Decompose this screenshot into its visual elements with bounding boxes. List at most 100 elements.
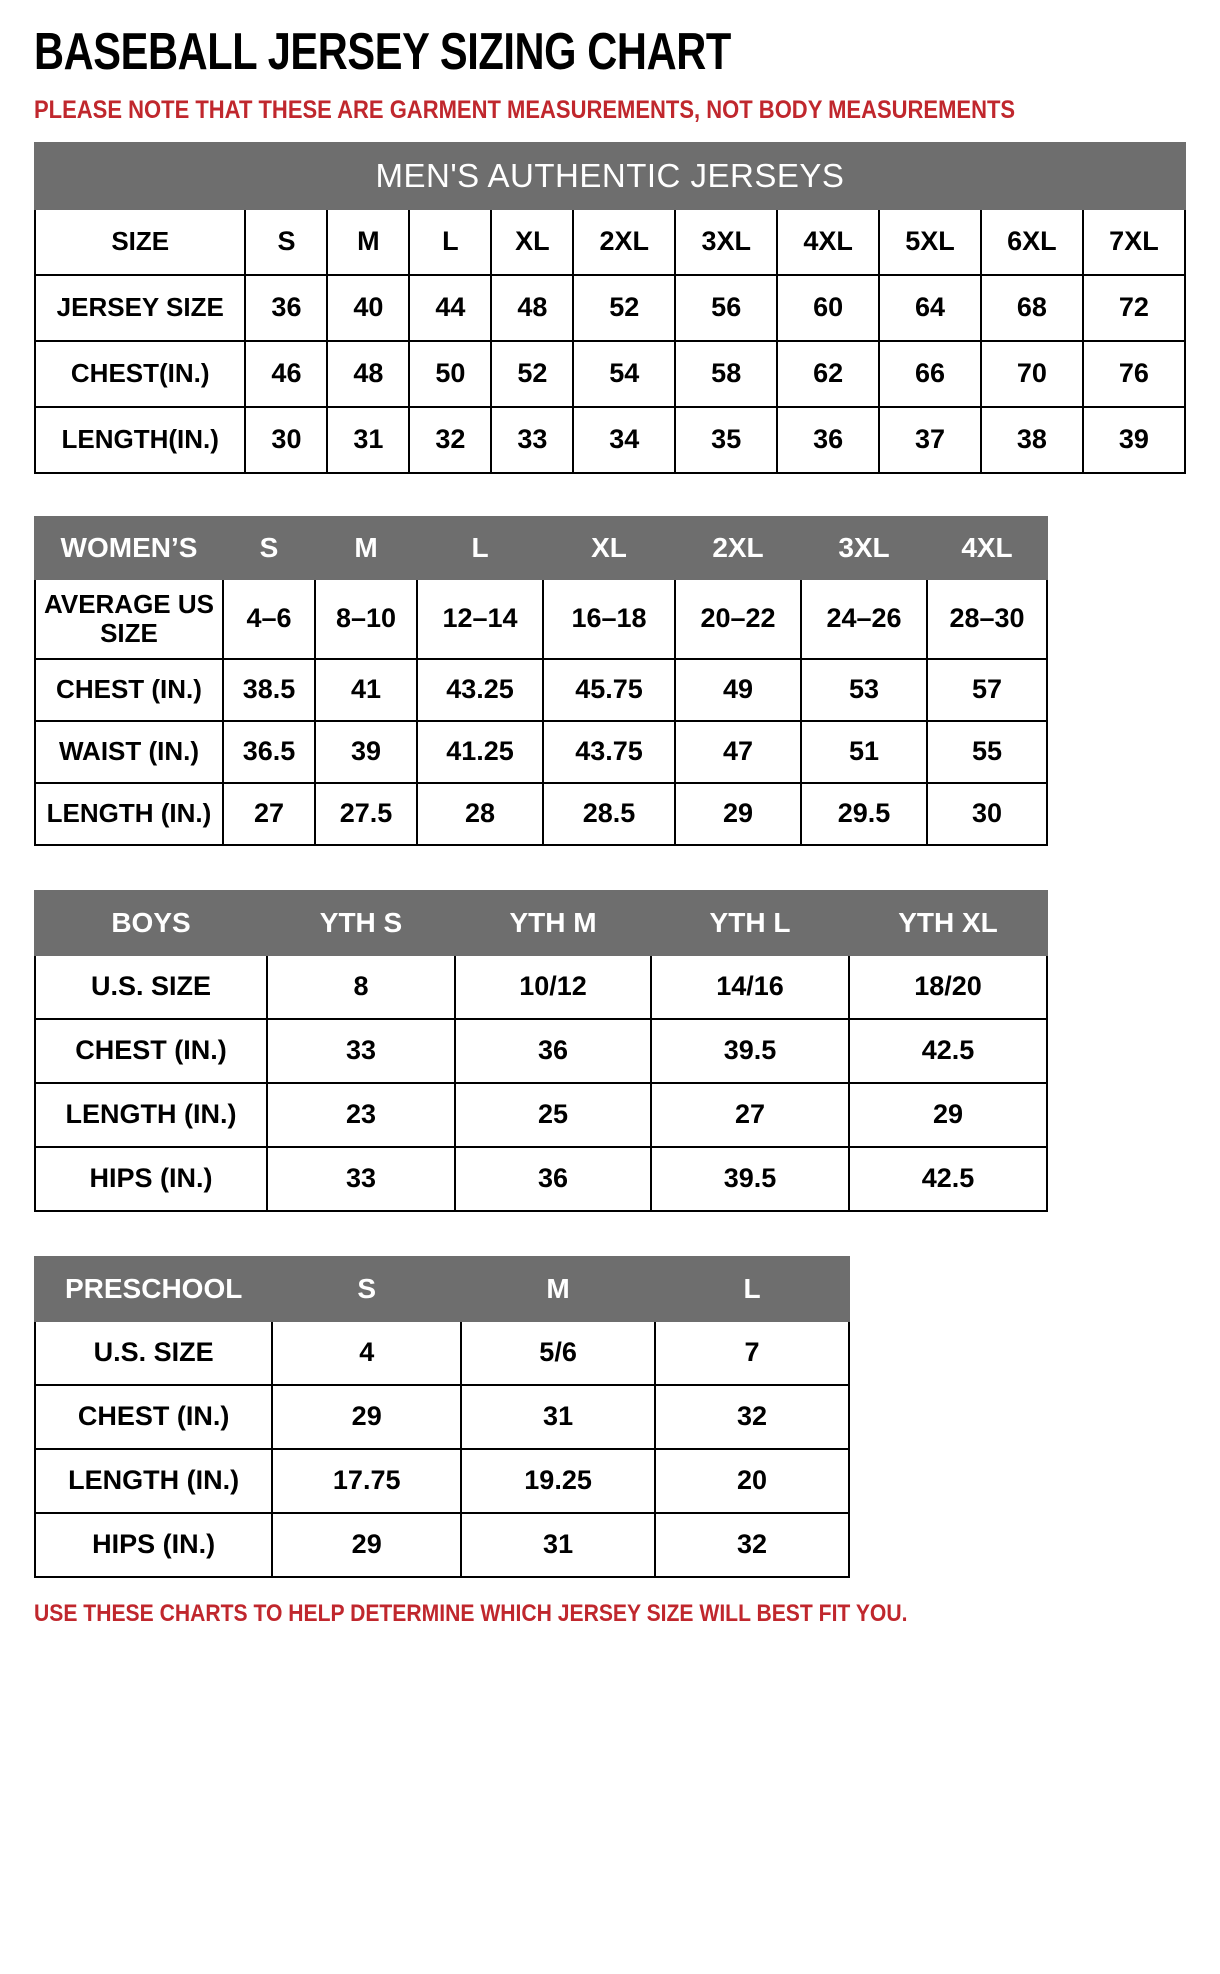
womens-r2-c4: 47: [674, 719, 802, 784]
table-row: JERSEY SIZE 36 40 44 48 52 56 60 64 68 7…: [33, 273, 1187, 342]
preschool-col-1: M: [460, 1255, 657, 1322]
boys-col-0: YTH S: [266, 889, 456, 956]
mens-col-0: S: [244, 207, 329, 276]
preschool-r2-c1: 19.25: [460, 1447, 657, 1514]
table-row: LENGTH (IN.) 27 27.5 28 28.5 29 29.5 30: [34, 781, 1048, 846]
mens-r2-c0: 30: [244, 405, 329, 474]
mens-r0-c5: 56: [674, 273, 779, 342]
preschool-jerseys-table: PRESCHOOL S M L U.S. SIZE 4 5/6 7 CHEST …: [33, 1255, 850, 1578]
womens-r1-c2: 43.25: [416, 657, 544, 722]
boys-header-row: BOYS YTH S YTH M YTH L YTH XL: [34, 889, 1048, 956]
table-row: LENGTH(IN.) 30 31 32 33 34 35 36 37 38 3…: [33, 405, 1187, 474]
womens-col-5: 3XL: [800, 515, 928, 580]
preschool-row-0-label: U.S. SIZE: [33, 1319, 274, 1386]
boys-r2-c2: 27: [650, 1081, 850, 1148]
womens-col-1: M: [314, 515, 418, 580]
boys-r2-c3: 29: [848, 1081, 1048, 1148]
mens-corner-label: SIZE: [33, 207, 247, 276]
preschool-r1-c2: 32: [654, 1383, 850, 1450]
mens-authentic-jerseys-table: MEN'S AUTHENTIC JERSEYS SIZE S M L XL 2X…: [33, 141, 1187, 474]
womens-row-3-label: LENGTH (IN.): [34, 781, 224, 846]
womens-row-1-label: CHEST (IN.): [34, 657, 224, 722]
womens-r0-c5: 24–26: [800, 577, 928, 660]
mens-row-0-label: JERSEY SIZE: [33, 273, 247, 342]
garment-measurement-note: PLEASE NOTE THAT THESE ARE GARMENT MEASU…: [34, 96, 1016, 124]
womens-r1-c6: 57: [926, 657, 1048, 722]
boys-col-3: YTH XL: [848, 889, 1048, 956]
preschool-r2-c0: 17.75: [271, 1447, 463, 1514]
mens-r1-c1: 48: [326, 339, 411, 408]
preschool-r1-c0: 29: [271, 1383, 463, 1450]
preschool-r0-c2: 7: [654, 1319, 850, 1386]
womens-col-0: S: [222, 515, 316, 580]
womens-r2-c2: 41.25: [416, 719, 544, 784]
preschool-r1-c1: 31: [460, 1383, 657, 1450]
preschool-col-0: S: [271, 1255, 463, 1322]
womens-r1-c1: 41: [314, 657, 418, 722]
womens-r0-c4: 20–22: [674, 577, 802, 660]
preschool-r2-c2: 20: [654, 1447, 850, 1514]
footer-note: USE THESE CHARTS TO HELP DETERMINE WHICH…: [34, 1599, 908, 1627]
womens-r1-c3: 45.75: [542, 657, 676, 722]
womens-col-6: 4XL: [926, 515, 1048, 580]
preschool-r0-c0: 4: [271, 1319, 463, 1386]
mens-r0-c7: 64: [878, 273, 982, 342]
table-row: LENGTH (IN.) 23 25 27 29: [34, 1081, 1048, 1148]
preschool-col-2: L: [654, 1255, 850, 1322]
table-row: U.S. SIZE 8 10/12 14/16 18/20: [34, 953, 1048, 1020]
mens-r0-c4: 52: [572, 273, 677, 342]
boys-corner-label: BOYS: [34, 889, 268, 956]
boys-row-2-label: LENGTH (IN.): [34, 1081, 268, 1148]
preschool-header-row: PRESCHOOL S M L: [33, 1255, 850, 1322]
table-row: CHEST (IN.) 38.5 41 43.25 45.75 49 53 57: [34, 657, 1048, 722]
table-row: CHEST(IN.) 46 48 50 52 54 58 62 66 70 76: [33, 339, 1187, 408]
boys-r1-c3: 42.5: [848, 1017, 1048, 1084]
womens-col-3: XL: [542, 515, 676, 580]
table-row: CHEST (IN.) 29 31 32: [33, 1383, 850, 1450]
mens-col-3: XL: [490, 207, 575, 276]
mens-r1-c0: 46: [244, 339, 329, 408]
womens-r0-c3: 16–18: [542, 577, 676, 660]
mens-r1-c9: 76: [1081, 339, 1187, 408]
preschool-row-1-label: CHEST (IN.): [33, 1383, 274, 1450]
boys-col-2: YTH L: [650, 889, 850, 956]
boys-r2-c0: 23: [266, 1081, 456, 1148]
boys-r0-c3: 18/20: [848, 953, 1048, 1020]
mens-r0-c1: 40: [326, 273, 411, 342]
womens-r3-c3: 28.5: [542, 781, 676, 846]
preschool-r3-c0: 29: [271, 1511, 463, 1578]
womens-r3-c1: 27.5: [314, 781, 418, 846]
mens-r1-c4: 54: [572, 339, 677, 408]
table-row: CHEST (IN.) 33 36 39.5 42.5: [34, 1017, 1048, 1084]
mens-r2-c8: 38: [979, 405, 1084, 474]
table-row: WAIST (IN.) 36.5 39 41.25 43.75 47 51 55: [34, 719, 1048, 784]
womens-r1-c0: 38.5: [222, 657, 316, 722]
mens-r1-c3: 52: [490, 339, 575, 408]
boys-r0-c2: 14/16: [650, 953, 850, 1020]
table-row: LENGTH (IN.) 17.75 19.25 20: [33, 1447, 850, 1514]
womens-r2-c1: 39: [314, 719, 418, 784]
womens-r0-c2: 12–14: [416, 577, 544, 660]
womens-r3-c2: 28: [416, 781, 544, 846]
table-row: U.S. SIZE 4 5/6 7: [33, 1319, 850, 1386]
boys-col-1: YTH M: [454, 889, 652, 956]
womens-r2-c5: 51: [800, 719, 928, 784]
boys-row-1-label: CHEST (IN.): [34, 1017, 268, 1084]
mens-r0-c2: 44: [408, 273, 493, 342]
boys-r3-c0: 33: [266, 1145, 456, 1212]
mens-col-4: 2XL: [572, 207, 677, 276]
boys-row-0-label: U.S. SIZE: [34, 953, 268, 1020]
mens-banner-row: MEN'S AUTHENTIC JERSEYS: [34, 141, 1186, 210]
mens-row-1-label: CHEST(IN.): [33, 339, 247, 408]
preschool-r3-c1: 31: [460, 1511, 657, 1578]
mens-r2-c6: 36: [776, 405, 881, 474]
boys-r1-c1: 36: [454, 1017, 652, 1084]
boys-r3-c3: 42.5: [848, 1145, 1048, 1212]
mens-col-7: 5XL: [878, 207, 982, 276]
preschool-row-3-label: HIPS (IN.): [33, 1511, 274, 1578]
womens-r1-c5: 53: [800, 657, 928, 722]
womens-r3-c6: 30: [926, 781, 1048, 846]
mens-r1-c5: 58: [674, 339, 779, 408]
mens-row-2-label: LENGTH(IN.): [33, 405, 247, 474]
